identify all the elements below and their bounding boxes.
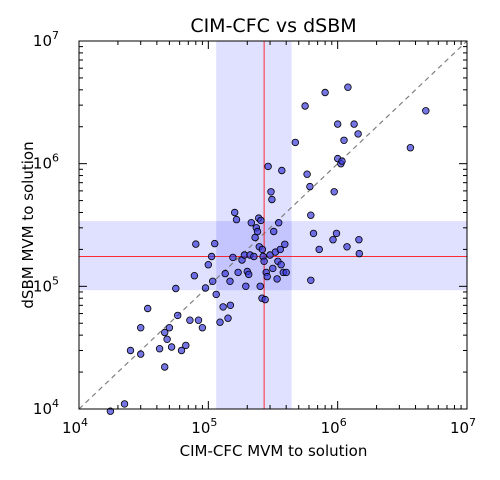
data-point: [355, 249, 363, 258]
data-point: [269, 264, 277, 273]
diagonal-reference-line: [78, 40, 468, 410]
data-point: [270, 227, 278, 236]
data-point: [263, 272, 271, 281]
data-point: [216, 318, 224, 326]
data-point: [261, 295, 269, 304]
data-point: [247, 218, 255, 227]
data-point: [258, 245, 267, 254]
data-point: [165, 324, 174, 332]
data-point: [350, 120, 358, 128]
data-point: [422, 107, 430, 115]
data-point: [275, 218, 283, 227]
data-point: [198, 324, 207, 332]
y-tick-label: 104: [33, 397, 59, 418]
data-point: [340, 136, 348, 144]
x-axis-label: CIM-CFC MVM to solution: [180, 442, 368, 460]
data-point: [212, 290, 220, 299]
data-point: [354, 130, 362, 138]
data-point: [229, 253, 237, 262]
data-point: [250, 252, 258, 261]
data-point: [177, 346, 186, 355]
data-point: [303, 170, 311, 178]
data-point: [219, 303, 227, 311]
data-point: [278, 166, 286, 175]
data-point: [329, 235, 337, 244]
data-point: [182, 341, 190, 350]
data-point: [355, 235, 363, 244]
data-point: [143, 304, 152, 313]
data-point: [343, 243, 351, 251]
data-point: [291, 138, 299, 147]
data-point: [307, 211, 315, 219]
data-point: [192, 240, 200, 248]
data-point: [267, 188, 275, 196]
data-point: [106, 407, 115, 415]
y-tick-label: 106: [33, 152, 59, 173]
data-point: [281, 240, 289, 248]
data-point: [406, 143, 415, 152]
data-point: [242, 282, 250, 290]
data-point: [120, 400, 129, 408]
data-point: [315, 245, 323, 254]
y-tick-label: 105: [33, 274, 59, 295]
data-point: [194, 316, 203, 324]
data-point: [344, 83, 352, 91]
data-point: [330, 188, 338, 196]
data-point: [307, 276, 315, 284]
data-point: [155, 345, 164, 353]
data-point: [332, 229, 341, 238]
data-point: [260, 257, 268, 265]
chart-title: CIM-CFC vs dSBM: [190, 15, 356, 37]
x-tick-label: 104: [62, 416, 88, 437]
data-point: [163, 335, 171, 343]
data-point: [232, 215, 241, 224]
data-point: [210, 239, 219, 248]
data-point: [173, 311, 182, 320]
data-point: [301, 102, 309, 110]
data-point: [208, 277, 217, 285]
data-point: [172, 284, 180, 293]
plot-frame: [78, 40, 468, 410]
data-point: [167, 343, 176, 351]
data-point: [226, 301, 235, 309]
data-point: [282, 268, 290, 277]
data-point: [276, 245, 284, 254]
data-point: [257, 216, 265, 225]
data-point: [186, 316, 194, 324]
data-point: [126, 346, 135, 355]
data-point: [334, 120, 342, 128]
data-point: [160, 328, 169, 337]
data-point: [207, 252, 216, 261]
data-point: [256, 282, 264, 290]
data-point: [321, 88, 329, 97]
data-point: [338, 157, 346, 165]
data-point: [226, 277, 234, 285]
data-point: [136, 324, 145, 332]
y-tick-label: 107: [33, 29, 59, 50]
data-point: [201, 284, 210, 292]
data-point: [136, 350, 145, 358]
data-point: [277, 261, 285, 269]
data-point: [264, 162, 272, 171]
x-tick-label: 105: [191, 416, 217, 437]
data-point: [160, 363, 169, 371]
data-point: [221, 269, 229, 278]
data-point: [253, 227, 262, 236]
data-point: [190, 272, 199, 280]
data-point: [234, 268, 242, 277]
data-point: [244, 270, 253, 279]
y-axis-label: dSBM MVM to solution: [19, 141, 37, 308]
data-point: [309, 229, 318, 238]
x-tick-label: 106: [321, 416, 347, 437]
data-point: [204, 261, 212, 269]
x-tick-label: 107: [450, 416, 476, 437]
data-point: [268, 195, 276, 204]
data-point: [230, 208, 239, 217]
data-point: [306, 182, 314, 191]
data-point: [273, 275, 281, 283]
data-point: [224, 314, 232, 322]
